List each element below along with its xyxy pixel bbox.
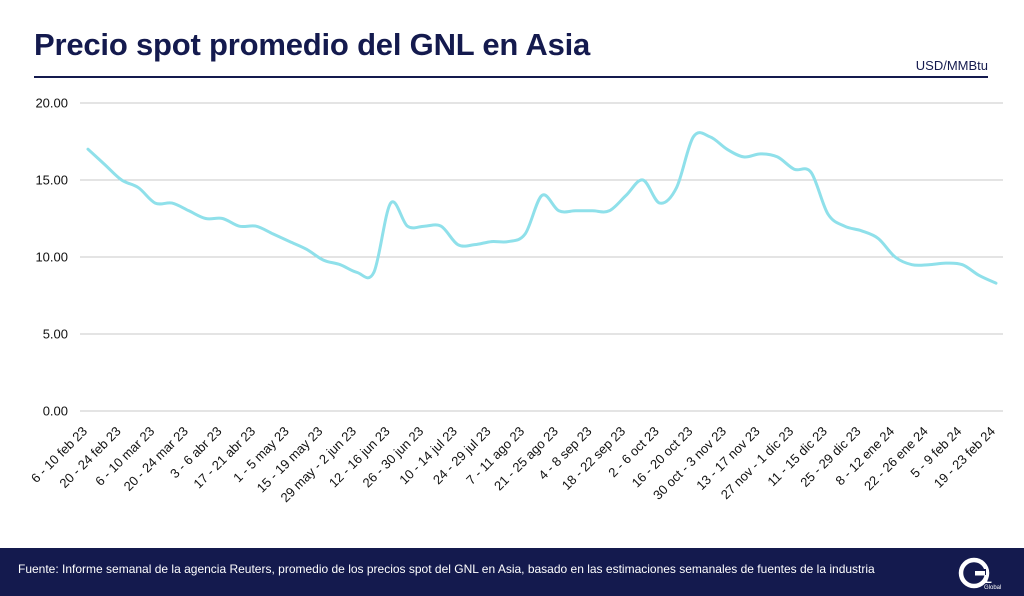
data-point xyxy=(776,155,779,159)
data-point xyxy=(137,186,140,189)
unit-label: USD/MMBtu xyxy=(915,58,988,73)
data-point xyxy=(608,209,611,212)
data-point xyxy=(187,209,191,212)
title-divider xyxy=(34,76,988,78)
data-point xyxy=(540,194,544,197)
data-point xyxy=(725,148,729,151)
data-point xyxy=(473,243,476,246)
data-point xyxy=(490,240,493,243)
data-point xyxy=(221,217,224,220)
data-point xyxy=(759,152,762,156)
data-point xyxy=(826,212,830,216)
data-point xyxy=(271,232,275,236)
data-point xyxy=(809,171,813,174)
y-tick-label: 10.00 xyxy=(35,250,68,265)
data-point xyxy=(372,271,376,274)
data-point xyxy=(238,225,241,228)
gnl-global-logo: L Global xyxy=(958,557,1001,591)
series-layer xyxy=(86,131,998,285)
source-note: Fuente: Informe semanal de la agencia Re… xyxy=(18,562,875,576)
data-point xyxy=(423,225,426,228)
data-point xyxy=(355,271,359,274)
data-point xyxy=(170,201,174,205)
data-point xyxy=(406,225,409,228)
data-point xyxy=(910,263,914,266)
data-point xyxy=(944,261,947,265)
data-point xyxy=(624,194,628,197)
data-point xyxy=(675,186,678,189)
data-point xyxy=(708,135,712,139)
series-line-lng-spot-price xyxy=(86,131,998,285)
data-point xyxy=(742,155,745,159)
data-point xyxy=(843,225,846,228)
data-point xyxy=(523,232,527,236)
data-point xyxy=(439,225,443,228)
data-point xyxy=(574,209,577,212)
data-point xyxy=(641,178,645,182)
page-title: Precio spot promedio del GNL en Asia xyxy=(34,27,591,62)
data-point xyxy=(977,274,981,277)
footer-bar: Fuente: Informe semanal de la agencia Re… xyxy=(0,548,1024,596)
data-point xyxy=(86,148,90,151)
data-point xyxy=(322,258,325,262)
data-point xyxy=(927,263,930,266)
data-point xyxy=(793,168,796,171)
y-tick-label: 5.00 xyxy=(43,327,68,342)
grid-lines xyxy=(80,102,1003,412)
data-point xyxy=(103,163,107,166)
data-point xyxy=(389,201,392,205)
y-tick-label: 0.00 xyxy=(43,404,68,419)
data-point xyxy=(507,240,510,243)
data-point xyxy=(339,263,342,266)
data-point xyxy=(877,237,880,240)
y-tick-label: 20.00 xyxy=(35,96,68,111)
data-point xyxy=(893,255,897,259)
data-point xyxy=(120,178,123,182)
data-point xyxy=(658,201,661,205)
data-point xyxy=(994,281,998,285)
logo-text: L xyxy=(985,572,992,586)
data-point xyxy=(692,135,695,139)
y-tick-label: 15.00 xyxy=(35,173,68,188)
y-axis: 0.00 5.00 10.00 15.00 20.00 xyxy=(35,96,68,419)
data-point xyxy=(254,225,258,228)
data-point xyxy=(557,209,561,212)
data-point xyxy=(456,243,460,246)
data-point xyxy=(204,217,207,220)
data-point xyxy=(860,229,863,233)
data-point xyxy=(154,201,157,205)
data-point xyxy=(591,209,594,212)
line-chart: 0.00 5.00 10.00 15.00 20.00 6 - 10 feb 2320 … xyxy=(28,96,1003,506)
data-point xyxy=(305,248,308,251)
data-point xyxy=(961,263,964,266)
data-point xyxy=(288,240,291,243)
logo-subtext: Global xyxy=(984,585,1001,591)
